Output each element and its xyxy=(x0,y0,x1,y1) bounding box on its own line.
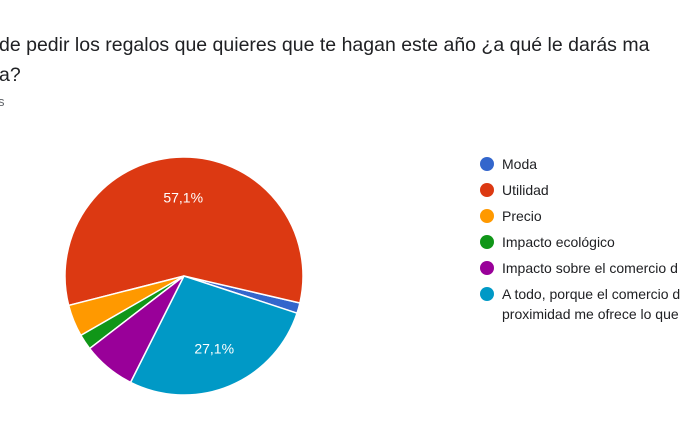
slice-data-label: 27,1% xyxy=(194,341,234,357)
responses-count: s xyxy=(0,94,5,109)
legend-item[interactable]: Moda xyxy=(480,154,700,174)
legend-label: Impacto sobre el comercio d xyxy=(502,260,678,276)
legend-color-dot xyxy=(480,183,494,197)
pie-slice[interactable] xyxy=(129,275,298,396)
legend-color-dot xyxy=(480,235,494,249)
legend-item[interactable]: Impacto sobre el comercio d xyxy=(480,258,700,278)
legend-color-dot xyxy=(480,287,494,301)
legend-item[interactable]: Precio xyxy=(480,206,700,226)
legend-label: Precio xyxy=(502,208,542,224)
legend-label: Utilidad xyxy=(502,182,549,198)
pie-slice[interactable] xyxy=(64,156,304,307)
chart-legend: Moda Utilidad Precio Impacto ecológico Impac… xyxy=(480,154,700,324)
legend-item[interactable]: Impacto ecológico xyxy=(480,232,700,252)
legend-label: proximidad me ofrece lo que xyxy=(502,306,679,322)
legend-label: Moda xyxy=(502,156,538,172)
question-line-2: a? xyxy=(0,64,21,86)
legend-color-dot xyxy=(480,261,494,275)
legend-label: A todo, porque el comercio d xyxy=(502,286,681,302)
question-title: de pedir los regalos que quieres que te … xyxy=(0,30,700,90)
legend-label: Impacto ecológico xyxy=(502,234,615,250)
slice-data-label: 57,1% xyxy=(163,190,203,206)
question-line-1: de pedir los regalos que quieres que te … xyxy=(0,34,650,56)
legend-item[interactable]: A todo, porque el comercio d proximidad m… xyxy=(480,284,700,324)
legend-item[interactable]: Utilidad xyxy=(480,180,700,200)
legend-color-dot xyxy=(480,209,494,223)
legend-color-dot xyxy=(480,157,494,171)
